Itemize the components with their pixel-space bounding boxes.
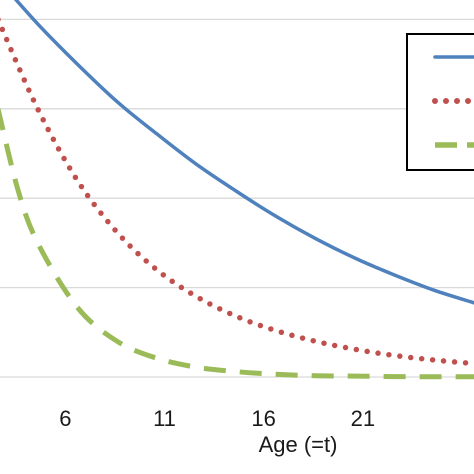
- series-layer: [0, 0, 474, 380]
- series-line-solid: [13, 0, 474, 305]
- series-line-dotted: [0, 17, 474, 367]
- x-axis-ticks: 6 11 16 21: [59, 406, 375, 431]
- x-axis-title: Age (=t): [259, 432, 338, 457]
- series-line-dashed: [0, 108, 474, 380]
- x-tick-label: 21: [351, 406, 375, 431]
- legend: [406, 33, 474, 171]
- gridlines: [0, 18, 474, 378]
- legend-items: [432, 55, 474, 148]
- x-tick-label: 6: [59, 406, 71, 431]
- legend-box: [406, 33, 474, 171]
- x-tick-label: 16: [251, 406, 275, 431]
- x-tick-label: 11: [153, 406, 176, 431]
